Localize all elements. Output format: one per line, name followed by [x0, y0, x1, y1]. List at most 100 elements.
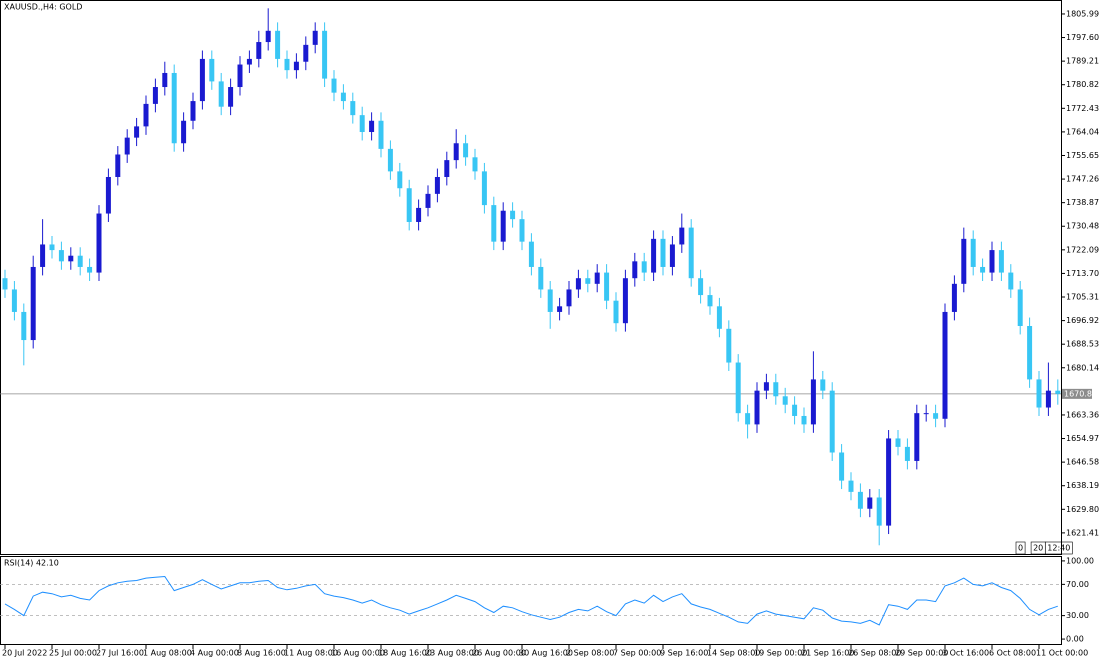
candle-body: [1027, 325, 1033, 380]
candle-body: [613, 300, 619, 324]
candle-body: [1017, 289, 1023, 326]
candle-body: [143, 103, 149, 127]
candle-body: [669, 244, 675, 267]
x-tick-label: 25 Jul 00:00: [49, 649, 97, 658]
candle-body: [839, 452, 845, 481]
scale-box-cell: [1044, 541, 1073, 555]
candle-body: [575, 278, 581, 290]
x-tick-label: 1 Aug 08:00: [143, 649, 192, 658]
candle-body: [124, 137, 130, 155]
x-tick-label: 26 Aug 00:00: [472, 649, 526, 658]
candle-body: [359, 115, 365, 133]
candle-body: [152, 87, 158, 104]
candle-body: [1008, 272, 1014, 290]
candle-body: [923, 413, 929, 415]
candle-body: [876, 497, 882, 526]
candle-body: [30, 266, 36, 341]
candle-body: [303, 44, 309, 62]
y-tick-label: 1780.82: [1066, 80, 1099, 89]
candle-body: [942, 311, 948, 419]
y-tick-label: 1629.80: [1066, 505, 1099, 514]
candle-body: [105, 176, 111, 214]
rsi-pane-frame: [0, 556, 1062, 645]
candle-body: [49, 244, 55, 251]
rsi-title: RSI(14) 42.10: [4, 559, 59, 568]
candle-body: [1055, 390, 1061, 394]
candle-body: [237, 64, 243, 88]
candle-body: [538, 266, 544, 290]
candle-body: [481, 171, 487, 206]
candle-body: [792, 404, 798, 416]
candle-body: [284, 58, 290, 71]
candle-body: [980, 266, 986, 273]
y-tick-label: 1764.04: [1066, 127, 1099, 136]
candle-body: [566, 289, 572, 307]
candle-body: [829, 390, 835, 453]
candle-body: [904, 446, 910, 461]
x-tick-label: 23 Aug 08:00: [425, 649, 479, 658]
y-tick-label: 1654.97: [1066, 434, 1099, 443]
candle-body: [425, 193, 431, 208]
chart-title: XAUUSD.,H4: GOLD: [4, 3, 82, 12]
y-tick-label: 1705.31: [1066, 293, 1099, 302]
candle-body: [726, 328, 732, 363]
candle-body: [773, 382, 779, 397]
candle-body: [557, 306, 563, 312]
candle-body: [246, 58, 252, 65]
candle-body: [547, 289, 553, 312]
candle-body: [632, 261, 638, 279]
candle-body: [716, 306, 722, 329]
x-tick-label: 26 Sep 08:00: [848, 649, 901, 658]
y-tick-label: 1713.70: [1066, 269, 1099, 278]
candle-body: [735, 362, 741, 414]
candle-body: [265, 30, 271, 43]
x-tick-label: 3 Oct 16:00: [942, 649, 989, 658]
candle-body: [763, 382, 769, 391]
candle-body: [369, 120, 375, 133]
candle-body: [256, 42, 262, 59]
candle-body: [961, 238, 967, 284]
candle-body: [228, 87, 234, 107]
x-tick-label: 7 Sep 00:00: [613, 649, 661, 658]
x-tick-label: 4 Aug 00:00: [190, 649, 239, 658]
y-tick-label: 1797.60: [1066, 33, 1099, 42]
candle-body: [745, 413, 751, 425]
candle-body: [293, 61, 299, 71]
candle-body: [848, 480, 854, 492]
y-tick-label: 1755.65: [1066, 151, 1099, 160]
candle-body: [810, 379, 816, 425]
candle-body: [472, 157, 478, 172]
scale-box-cell: [1015, 541, 1026, 555]
candle-body: [190, 101, 196, 121]
candle-body: [209, 58, 215, 82]
candle-body: [171, 72, 177, 144]
x-tick-label: 30 Aug 16:00: [519, 649, 573, 658]
y-tick-label: 30.00: [1066, 611, 1089, 620]
main-pane-frame: [0, 0, 1062, 555]
x-tick-label: 20 Jul 2022: [2, 649, 47, 658]
candle-body: [510, 210, 516, 220]
candle-body: [312, 30, 318, 45]
candle-body: [444, 160, 450, 177]
y-tick-label: 1805.99: [1066, 9, 1099, 18]
candle-body: [679, 227, 685, 245]
candle-body: [21, 311, 27, 341]
candle-body: [58, 250, 64, 262]
candle-body: [40, 244, 46, 267]
x-tick-label: 9 Sep 16:00: [660, 649, 708, 658]
x-tick-label: 21 Sep 16:00: [801, 649, 854, 658]
y-tick-label: 100.00: [1066, 556, 1094, 565]
scale-box-label: 12:40: [1047, 544, 1070, 553]
scale-box-label: 20: [1033, 544, 1043, 553]
candle-body: [491, 205, 497, 242]
y-tick-label: 1688.53: [1066, 340, 1099, 349]
candle-body: [951, 283, 957, 312]
candle-body: [387, 148, 393, 172]
candle-body: [322, 30, 328, 79]
rsi-line: [4, 575, 1058, 626]
x-tick-label: 11 Aug 08:00: [284, 649, 338, 658]
candle-body: [594, 272, 600, 284]
candle-body: [820, 379, 826, 391]
candle-body: [585, 278, 591, 284]
